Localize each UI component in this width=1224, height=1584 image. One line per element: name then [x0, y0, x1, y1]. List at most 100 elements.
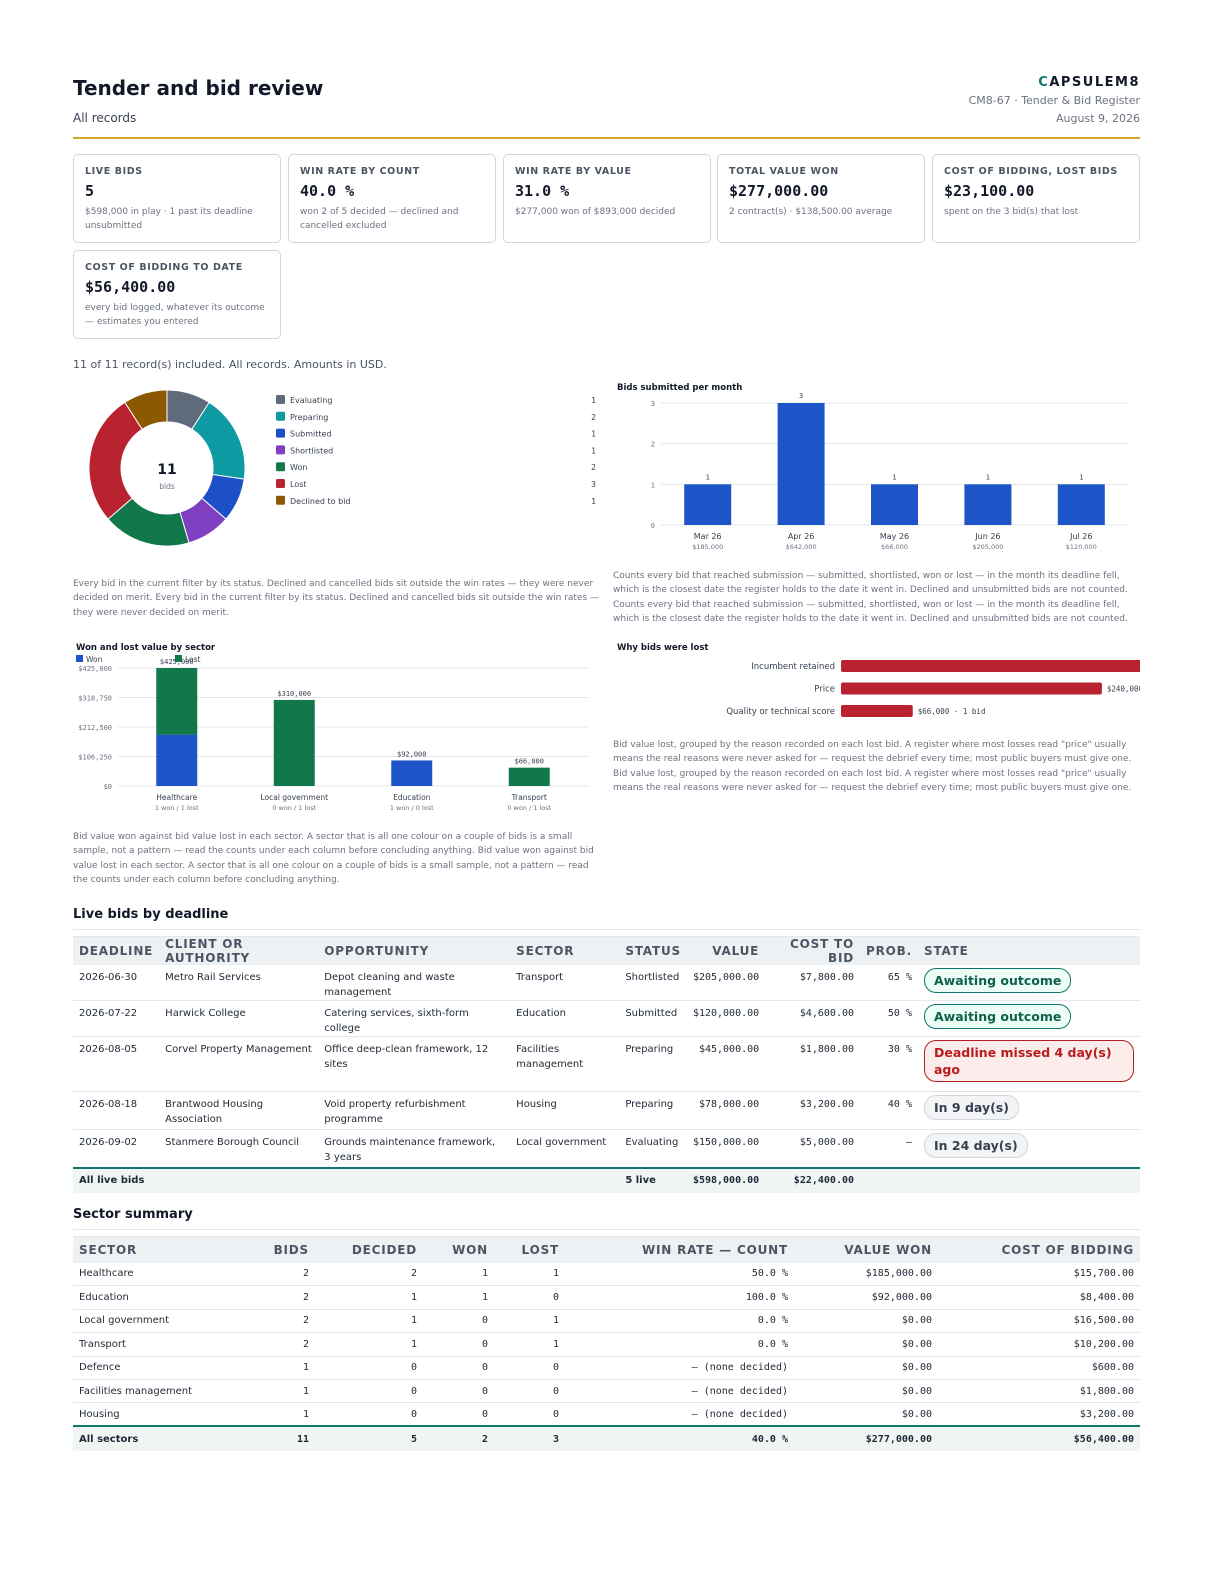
x-tick-sublabel: $205,000 — [972, 543, 1003, 551]
cell: 0 — [315, 1356, 423, 1380]
bar-data-label: 3 — [799, 392, 803, 400]
cell-cost: $4,600.00 — [765, 1000, 861, 1037]
sector-chart-note: Bid value won against bid value lost in … — [73, 832, 594, 885]
report-header: Tender and bid review All records CAPSUL… — [73, 74, 1140, 139]
cell: 1 — [315, 1285, 423, 1310]
table-header-row: SECTOR BIDS DECIDED WON LOST WIN RATE — … — [73, 1236, 1140, 1263]
bar-total-label: $425,000 — [160, 658, 194, 666]
bar-segment-won — [156, 734, 198, 786]
cell: 0.0 % — [565, 1309, 794, 1334]
y-category-label: Quality or technical score — [726, 707, 835, 717]
kpi-card-live-bids: LIVE BIDS 5 $598,000 in play · 1 past it… — [73, 154, 281, 243]
x-tick-sublabel: 0 won / 1 lost — [272, 804, 316, 812]
x-tick-sublabel: 1 won / 0 lost — [390, 804, 434, 812]
page-subtitle: All records — [73, 111, 137, 125]
kpi-value: 40.0 % — [300, 182, 355, 200]
legend-count: 1 — [591, 497, 596, 506]
table-row: Education 2 1 1 0 100.0 % $92,000.00 $8,400.00 — [73, 1285, 1140, 1310]
cell-status: Preparing — [619, 1091, 687, 1130]
column-header: WON — [423, 1236, 494, 1263]
live-bids-table: DEADLINE CLIENT OR AUTHORITY OPPORTUNITY… — [73, 936, 1140, 1193]
cell-cost: $1,800.00 — [765, 1036, 861, 1092]
brand-initial: C — [1038, 75, 1050, 90]
legend-label: Lost — [185, 655, 201, 664]
x-tick-label: Healthcare — [156, 793, 197, 802]
x-tick-label: Local government — [260, 793, 328, 802]
bar-segment-won — [391, 760, 433, 786]
cell-client: Corvel Property Management — [159, 1036, 319, 1092]
cell: 100.0 % — [565, 1285, 794, 1310]
y-tick-label: 0 — [651, 522, 655, 530]
cell: 1 — [494, 1332, 565, 1357]
state-badge: In 9 day(s) — [924, 1095, 1019, 1120]
bar — [777, 403, 825, 525]
total-cell: $277,000.00 — [794, 1425, 938, 1452]
table-total-row: All sectors 11 5 2 3 40.0 % $277,000.00 $56,400… — [73, 1425, 1140, 1452]
total-cell: 3 — [494, 1425, 565, 1452]
cell-value: $205,000.00 — [686, 965, 766, 1001]
cell: 1 — [315, 1332, 423, 1357]
bar-segment-lost — [156, 668, 198, 735]
cell-sector: Local government — [510, 1129, 620, 1168]
column-header: SECTOR — [510, 936, 620, 965]
cell-opportunity: Grounds maintenance framework, 3 years — [318, 1129, 511, 1168]
cell-client: Harwick College — [159, 1000, 319, 1037]
bids-per-month-chart: Bids submitted per month 0 1 2 3 1 Mar 26 $185,… — [617, 383, 1128, 551]
cell-value: $120,000.00 — [686, 1000, 766, 1037]
cell: – (none decided) — [565, 1402, 794, 1427]
cell: 0 — [423, 1309, 494, 1334]
legend-swatch — [276, 462, 285, 472]
cell-value: $150,000.00 — [686, 1129, 766, 1168]
state-badge: Awaiting outcome — [924, 968, 1072, 993]
empty-cell — [159, 1166, 319, 1193]
legend-swatch-won — [76, 655, 83, 662]
legend-count: 3 — [591, 480, 596, 489]
monthly-chart-note: Counts every bid that reached submission… — [613, 571, 1128, 624]
kpi-value: 5 — [85, 182, 95, 200]
kpi-note: spent on the 3 bid(s) that lost — [944, 207, 1079, 217]
table-row: 2026-06-30 Metro Rail Services Depot clean… — [73, 965, 1140, 1001]
y-category-label: Incumbent retained — [751, 662, 835, 672]
column-header: DECIDED — [315, 1236, 423, 1263]
state-badge: In 24 day(s) — [924, 1133, 1028, 1158]
table-header-row: DEADLINE CLIENT OR AUTHORITY OPPORTUNITY… — [73, 936, 1140, 965]
bar — [841, 660, 1140, 672]
bar-data-label: 1 — [1079, 473, 1083, 481]
y-tick-label: $106,250 — [78, 754, 112, 762]
column-header: VALUE — [686, 936, 766, 965]
column-header: BIDS — [233, 1236, 315, 1263]
x-tick-sublabel: $185,000 — [692, 543, 723, 551]
x-tick-sublabel: $66,000 — [881, 543, 908, 551]
cell: 2 — [233, 1332, 315, 1357]
legend-count: 2 — [591, 463, 596, 472]
legend-label: Submitted — [290, 430, 332, 439]
cell: Education — [73, 1285, 233, 1310]
legend-swatch — [276, 395, 285, 404]
bar-segment-lost — [273, 699, 315, 786]
cell-status: Submitted — [619, 1000, 687, 1037]
kpi-note: won 2 of 5 decided — declined and cancel… — [300, 207, 459, 231]
legend-count: 1 — [591, 396, 596, 405]
y-tick-label: $212,500 — [78, 724, 112, 732]
y-tick-label: 1 — [651, 481, 655, 489]
bar-data-label: 1 — [892, 473, 896, 481]
bar-data-label: 1 — [706, 473, 710, 481]
column-header: CLIENT OR AUTHORITY — [159, 936, 319, 965]
kpi-label: COST OF BIDDING TO DATE — [85, 262, 243, 273]
cell: 0 — [423, 1332, 494, 1357]
x-tick-sublabel: 1 won / 1 lost — [155, 804, 199, 812]
y-tick-label: $0 — [104, 783, 112, 791]
total-cell: All sectors — [73, 1425, 233, 1452]
donut-slice — [124, 389, 168, 430]
y-tick-label: $318,750 — [78, 695, 112, 703]
table-row: 2026-09-02 Stanmere Borough Council Ground… — [73, 1129, 1140, 1168]
register-name: CM8-67 · Tender & Bid Register — [968, 94, 1140, 107]
kpi-label: WIN RATE BY VALUE — [515, 166, 632, 177]
chart-title: Won and lost value by sector — [76, 643, 216, 653]
cell-cost: $5,000.00 — [765, 1129, 861, 1168]
cell: 2 — [233, 1309, 315, 1334]
column-header: STATE — [918, 936, 1140, 965]
legend-label: Lost — [290, 480, 307, 489]
cell: $0.00 — [794, 1332, 938, 1357]
legend-swatch — [276, 428, 285, 438]
